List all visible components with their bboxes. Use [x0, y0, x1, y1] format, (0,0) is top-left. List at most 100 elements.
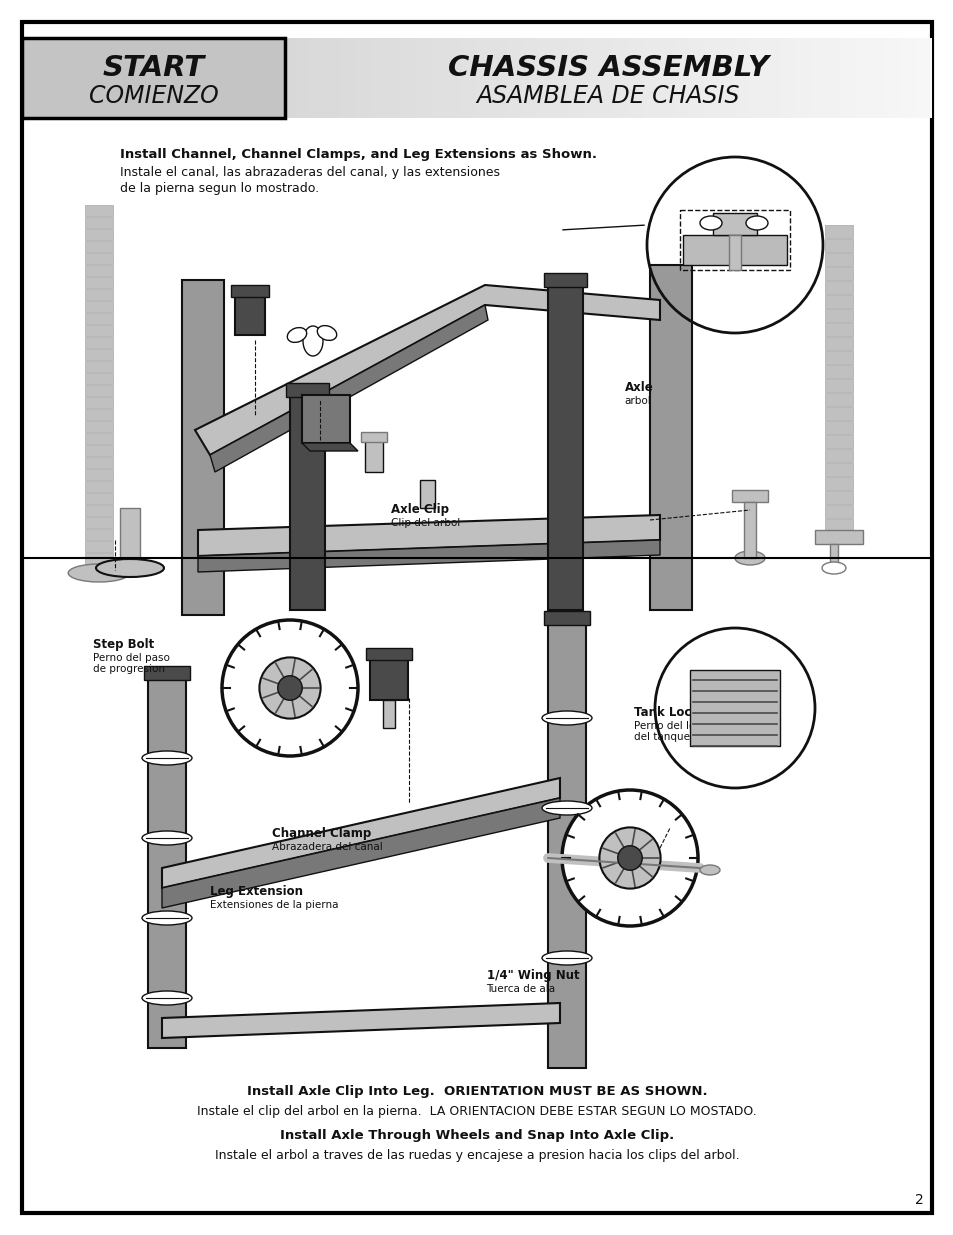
Text: Install Axle Clip Into Leg.  ORIENTATION MUST BE AS SHOWN.: Install Axle Clip Into Leg. ORIENTATION … [247, 1086, 706, 1098]
FancyBboxPatch shape [85, 396, 112, 408]
Ellipse shape [142, 751, 192, 764]
Text: Leg Extension: Leg Extension [210, 884, 302, 898]
FancyBboxPatch shape [916, 38, 931, 119]
FancyBboxPatch shape [340, 38, 355, 119]
FancyBboxPatch shape [37, 38, 52, 119]
FancyBboxPatch shape [547, 285, 582, 610]
FancyBboxPatch shape [582, 38, 598, 119]
FancyBboxPatch shape [824, 477, 852, 490]
FancyBboxPatch shape [234, 38, 250, 119]
Text: Instale el clip del arbol en la pierna.  LA ORIENTACION DEBE ESTAR SEGUN LO MOST: Instale el clip del arbol en la pierna. … [197, 1105, 756, 1118]
FancyBboxPatch shape [279, 38, 294, 119]
Ellipse shape [96, 559, 164, 577]
FancyBboxPatch shape [85, 217, 112, 228]
FancyBboxPatch shape [743, 501, 755, 558]
FancyBboxPatch shape [461, 38, 476, 119]
FancyBboxPatch shape [52, 38, 68, 119]
FancyBboxPatch shape [85, 228, 112, 240]
FancyBboxPatch shape [598, 38, 613, 119]
Text: Abrazadera del canal: Abrazadera del canal [272, 842, 382, 852]
FancyBboxPatch shape [824, 309, 852, 322]
FancyBboxPatch shape [824, 505, 852, 517]
Polygon shape [162, 798, 559, 908]
FancyBboxPatch shape [401, 38, 416, 119]
FancyBboxPatch shape [85, 445, 112, 456]
FancyBboxPatch shape [189, 38, 204, 119]
FancyBboxPatch shape [659, 38, 674, 119]
FancyBboxPatch shape [885, 38, 901, 119]
Ellipse shape [541, 711, 592, 725]
Text: 2: 2 [914, 1193, 923, 1207]
FancyBboxPatch shape [537, 38, 552, 119]
Text: Axle: Axle [624, 380, 653, 394]
Ellipse shape [142, 911, 192, 925]
Ellipse shape [541, 951, 592, 965]
FancyBboxPatch shape [824, 282, 852, 294]
FancyBboxPatch shape [689, 671, 780, 746]
FancyBboxPatch shape [824, 295, 852, 308]
FancyBboxPatch shape [567, 38, 582, 119]
FancyBboxPatch shape [204, 38, 219, 119]
Circle shape [222, 620, 357, 756]
FancyBboxPatch shape [83, 38, 98, 119]
FancyBboxPatch shape [85, 480, 112, 492]
FancyBboxPatch shape [824, 366, 852, 378]
FancyBboxPatch shape [824, 492, 852, 504]
FancyBboxPatch shape [143, 38, 158, 119]
Polygon shape [198, 515, 659, 556]
FancyBboxPatch shape [85, 241, 112, 252]
FancyBboxPatch shape [85, 469, 112, 480]
FancyBboxPatch shape [144, 666, 190, 680]
FancyBboxPatch shape [85, 385, 112, 396]
Text: Instale el canal, las abrazaderas del canal, y las extensiones: Instale el canal, las abrazaderas del ca… [120, 165, 499, 179]
FancyBboxPatch shape [85, 289, 112, 300]
FancyBboxPatch shape [360, 432, 387, 442]
Text: Perno del paso
de progresion: Perno del paso de progresion [93, 653, 171, 674]
FancyBboxPatch shape [366, 648, 412, 659]
FancyBboxPatch shape [416, 38, 431, 119]
FancyBboxPatch shape [824, 393, 852, 406]
FancyBboxPatch shape [824, 225, 852, 238]
FancyBboxPatch shape [734, 38, 749, 119]
FancyBboxPatch shape [824, 435, 852, 448]
FancyBboxPatch shape [824, 253, 852, 266]
FancyBboxPatch shape [870, 38, 885, 119]
FancyBboxPatch shape [824, 351, 852, 364]
Polygon shape [198, 540, 659, 572]
Ellipse shape [287, 327, 306, 342]
Text: Install Axle Through Wheels and Snap Into Axle Clip.: Install Axle Through Wheels and Snap Int… [279, 1129, 674, 1142]
FancyBboxPatch shape [712, 212, 757, 235]
FancyBboxPatch shape [310, 38, 325, 119]
FancyBboxPatch shape [85, 433, 112, 445]
Ellipse shape [745, 216, 767, 230]
Text: de la pierna segun lo mostrado.: de la pierna segun lo mostrado. [120, 182, 319, 195]
FancyBboxPatch shape [795, 38, 810, 119]
Text: Instale el arbol a traves de las ruedas y encajese a presion hacia los clips del: Instale el arbol a traves de las ruedas … [214, 1149, 739, 1162]
FancyBboxPatch shape [814, 530, 862, 543]
FancyBboxPatch shape [824, 450, 852, 462]
FancyBboxPatch shape [85, 553, 112, 564]
FancyBboxPatch shape [85, 312, 112, 324]
Text: Perno del localizador
del tanque: Perno del localizador del tanque [634, 721, 742, 742]
FancyBboxPatch shape [547, 622, 585, 1068]
Text: Tuerca de ala: Tuerca de ala [486, 984, 555, 994]
FancyBboxPatch shape [22, 38, 37, 119]
Text: ASAMBLEA DE CHASIS: ASAMBLEA DE CHASIS [476, 84, 740, 107]
FancyBboxPatch shape [68, 38, 83, 119]
Circle shape [277, 676, 302, 700]
FancyBboxPatch shape [824, 463, 852, 475]
FancyBboxPatch shape [85, 493, 112, 504]
FancyBboxPatch shape [85, 253, 112, 264]
FancyBboxPatch shape [901, 38, 916, 119]
FancyBboxPatch shape [543, 273, 586, 287]
FancyBboxPatch shape [85, 266, 112, 275]
FancyBboxPatch shape [85, 373, 112, 384]
FancyBboxPatch shape [824, 324, 852, 336]
FancyBboxPatch shape [492, 38, 507, 119]
FancyBboxPatch shape [85, 505, 112, 516]
FancyBboxPatch shape [689, 38, 703, 119]
FancyBboxPatch shape [419, 480, 435, 508]
FancyBboxPatch shape [365, 440, 382, 472]
FancyBboxPatch shape [22, 22, 931, 1213]
FancyBboxPatch shape [824, 519, 852, 532]
